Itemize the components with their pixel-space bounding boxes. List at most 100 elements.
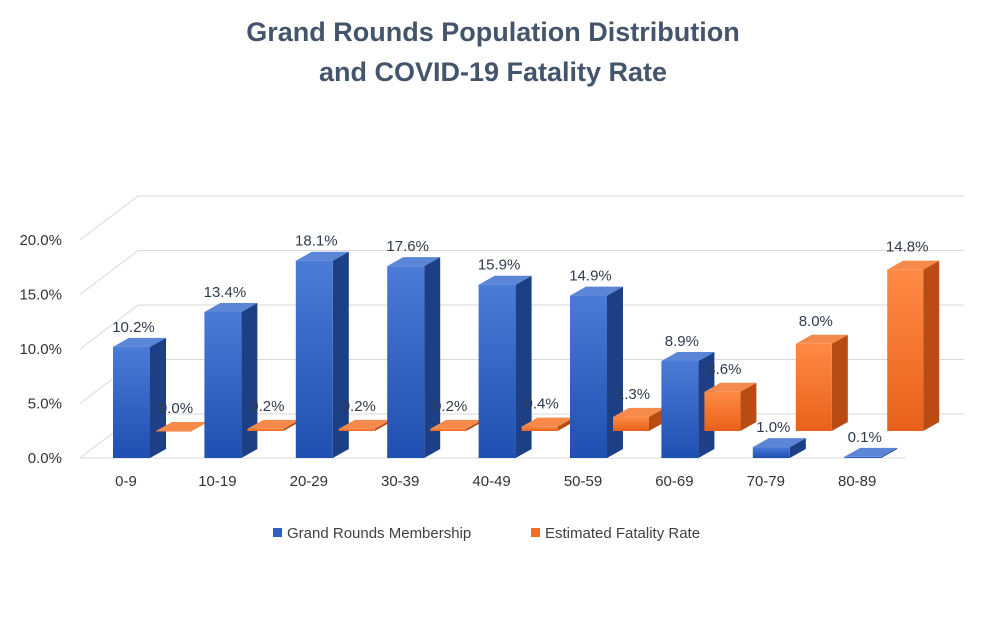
legend-label-membership: Grand Rounds Membership (287, 525, 471, 542)
x-tick-label: 50-59 (564, 473, 602, 490)
bar-membership-side (789, 438, 806, 458)
bar-membership-side (881, 447, 898, 458)
data-label-fatality: 0.2% (342, 398, 376, 415)
data-label-fatality: 0.2% (250, 398, 284, 415)
gridline (79, 250, 964, 295)
x-tick-label: 10-19 (198, 473, 236, 490)
bar-membership (204, 302, 258, 458)
bar-membership-front (295, 260, 333, 458)
gridline (79, 304, 964, 350)
bar-fatality-front (795, 343, 832, 431)
gridline (79, 195, 964, 241)
data-label-membership: 15.9% (478, 257, 521, 274)
bar-membership-front (113, 346, 150, 458)
y-tick-label: 5.0% (28, 396, 62, 413)
bar-fatality-top (521, 417, 574, 427)
y-tick-label: 20.0% (19, 232, 62, 249)
bar-membership-side (424, 257, 441, 458)
bar-fatality (338, 419, 391, 431)
bar-fatality-side (466, 419, 483, 431)
bar-membership-side (607, 286, 623, 458)
bar-fatality-front (156, 431, 192, 432)
bar-membership (113, 337, 166, 458)
bar-membership-front (387, 266, 425, 458)
bar-membership-top (570, 286, 623, 296)
x-axis-ticks: 0-9 10-19 20-29 30-39 40-49 50-59 60-69 70-79 80… (115, 473, 876, 490)
y-axis-ticks: 0.0% 5.0% 10.0% 15.0% 20.0% (19, 232, 62, 467)
bar-membership (478, 275, 532, 458)
bar-membership-top (478, 275, 532, 285)
bar-fatality-side (283, 419, 300, 431)
y-tick-label: 15.0% (19, 287, 62, 304)
bar-membership (295, 251, 349, 458)
legend-swatch-membership (273, 528, 282, 537)
bar-membership (752, 438, 806, 458)
bar-fatality (430, 419, 483, 431)
bar-fatality (156, 422, 208, 432)
bar-fatality-top (247, 419, 300, 429)
data-label-fatality: 14.8% (886, 239, 929, 256)
bar-membership-side (150, 337, 166, 458)
data-label-membership: 13.4% (204, 284, 247, 301)
bar-membership-top (295, 251, 349, 261)
bar-fatality-side (740, 382, 757, 431)
bar-membership-front (204, 311, 242, 458)
bar-fatality (247, 419, 300, 431)
bar-membership-front (752, 447, 790, 458)
y-tick-label: 10.0% (19, 341, 62, 358)
x-tick-label: 80-89 (838, 473, 876, 490)
data-label-fatality: 8.0% (799, 313, 833, 330)
bar-membership-front (844, 456, 882, 458)
bar-fatality-side (831, 334, 848, 431)
data-label-fatality: 3.6% (707, 361, 741, 378)
bars (113, 251, 940, 458)
bar-membership-top (113, 337, 166, 347)
bar-membership-top (844, 447, 898, 457)
bar-membership-front (570, 295, 607, 458)
legend-swatch-fatality (531, 528, 540, 537)
bar-membership (570, 286, 623, 458)
x-tick-label: 0-9 (115, 473, 137, 490)
data-label-membership: 17.6% (386, 238, 429, 255)
legend-label-fatality: Estimated Fatality Rate (545, 525, 700, 542)
data-label-membership: 18.1% (295, 233, 338, 250)
data-label-membership: 0.1% (848, 429, 882, 446)
x-tick-label: 70-79 (747, 473, 785, 490)
bar-fatality-front (887, 269, 924, 431)
legend-item-fatality: Estimated Fatality Rate (531, 525, 700, 542)
chart-title-line-1: Grand Rounds Population Distribution (246, 17, 739, 47)
bar-membership-top (661, 351, 715, 361)
data-label-membership: 14.9% (569, 268, 612, 285)
x-tick-label: 30-39 (381, 473, 419, 490)
bar-membership-side (515, 275, 532, 458)
bar-membership-top (752, 438, 806, 448)
bar-fatality-side (649, 407, 665, 431)
bar-fatality (521, 417, 574, 431)
data-label-fatality: 0.0% (159, 400, 193, 417)
bar-fatality-side (374, 419, 391, 431)
bar-membership-top (204, 302, 258, 312)
bar-fatality-top (338, 419, 391, 429)
bar-membership (844, 447, 898, 458)
bar-fatality-top (795, 334, 848, 344)
x-tick-label: 20-29 (290, 473, 328, 490)
bar-fatality (887, 260, 940, 431)
bar-fatality-top (156, 422, 208, 431)
bar-fatality-top (704, 382, 757, 392)
data-label-fatality: 1.3% (616, 386, 650, 403)
bar-fatality-front (521, 426, 558, 431)
x-tick-label: 40-49 (472, 473, 510, 490)
data-label-membership: 1.0% (756, 419, 790, 436)
bar-membership (387, 257, 441, 458)
bar-fatality-front (613, 416, 649, 431)
data-labels: 10.2% 0.0% 13.4% 0.2% 18.1% 0.2% 17.6% 0.2% 15.9… (112, 233, 928, 446)
bar-membership-side (332, 251, 349, 458)
bar-fatality-top (613, 407, 665, 417)
bar-fatality-front (430, 428, 467, 431)
data-label-fatality: 0.4% (524, 396, 558, 413)
bar-fatality-front (338, 428, 375, 431)
chart-title-line-2: and COVID-19 Fatality Rate (319, 57, 667, 87)
bar-fatality-top (887, 260, 940, 270)
data-label-fatality: 0.2% (433, 398, 467, 415)
